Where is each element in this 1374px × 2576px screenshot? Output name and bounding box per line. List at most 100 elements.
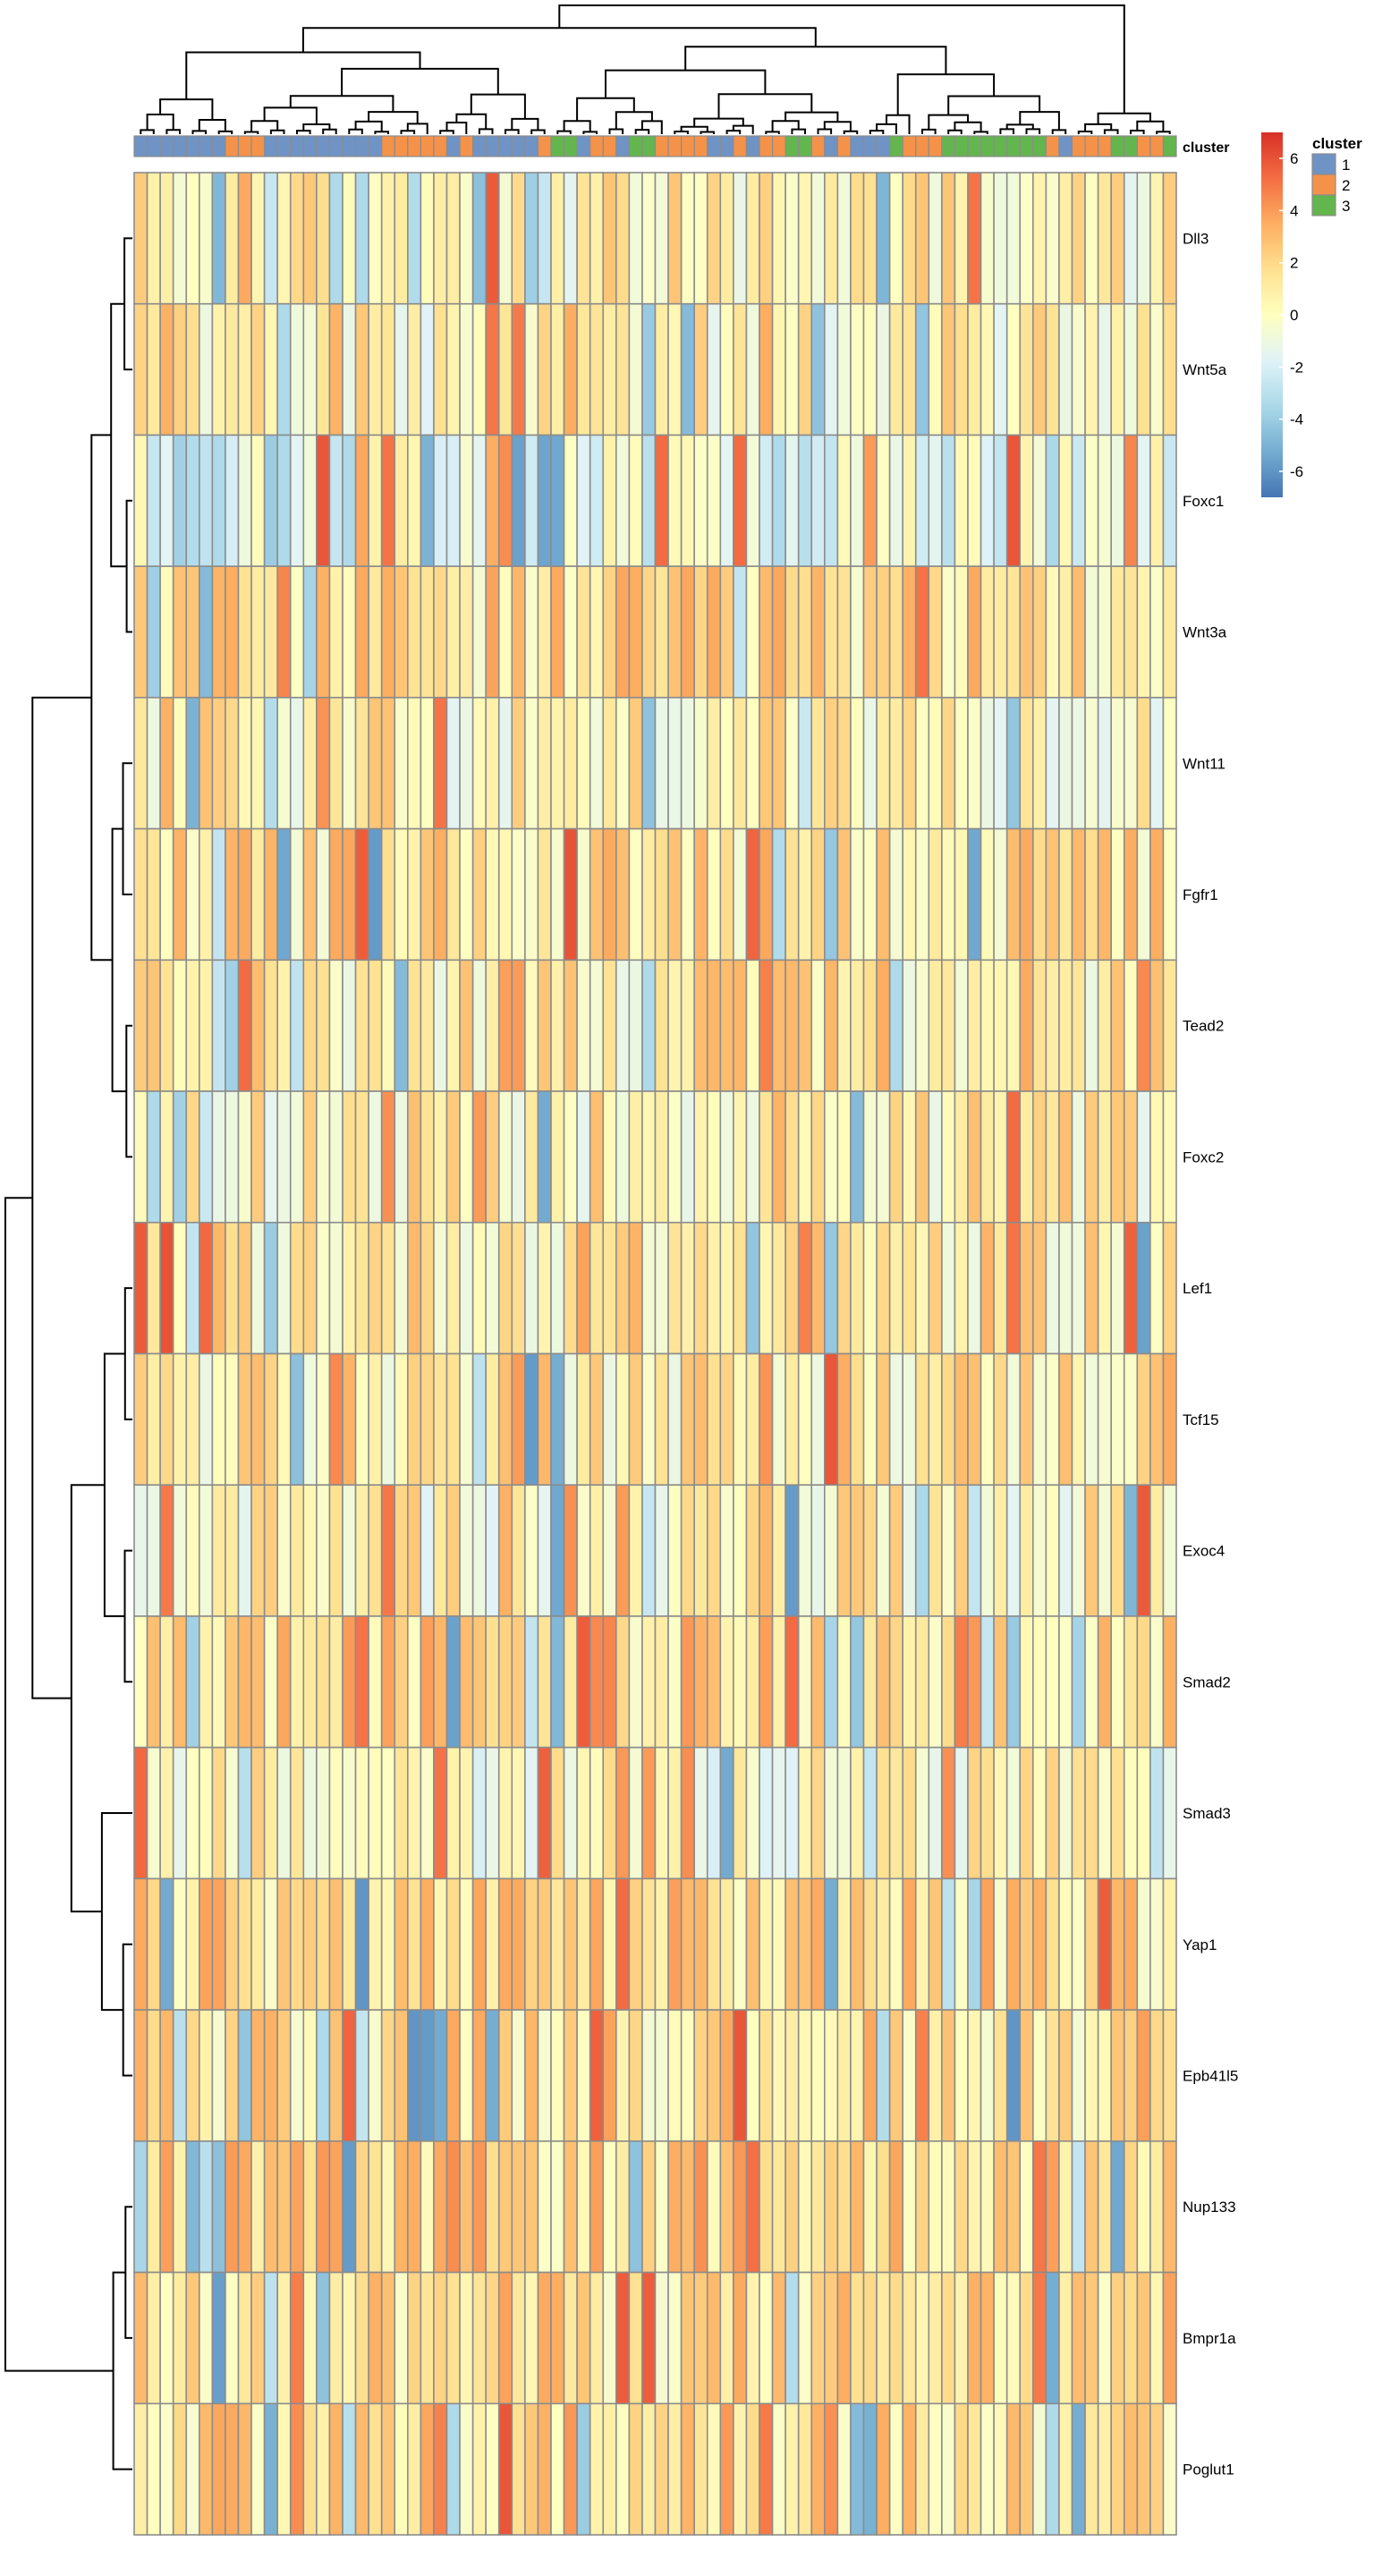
heatmap-cell	[1149, 2009, 1165, 2142]
heatmap-cell	[407, 1484, 422, 1617]
cluster-annotation-cell	[290, 135, 304, 157]
cluster-annotation-cell	[902, 135, 917, 157]
heatmap-cell	[380, 565, 396, 699]
heatmap-cell	[693, 434, 708, 567]
heatmap-cell	[862, 827, 878, 962]
heatmap-cell	[797, 1090, 813, 1224]
cluster-bar-label: cluster	[1183, 140, 1229, 156]
heatmap-cell	[250, 1352, 266, 1487]
heatmap-cell	[211, 172, 226, 305]
cluster-annotation-cell	[641, 135, 657, 157]
heatmap-cell	[654, 1090, 669, 1224]
heatmap-cell	[537, 1484, 552, 1617]
heatmap-cell	[276, 2271, 292, 2405]
heatmap-cell	[888, 1746, 903, 1880]
heatmap-cell	[133, 302, 148, 436]
heatmap-cell	[902, 2402, 917, 2536]
heatmap-cell	[550, 565, 565, 699]
heatmap-cell	[237, 302, 252, 436]
heatmap-cell	[693, 565, 708, 699]
cluster-annotation-cell	[1071, 135, 1086, 157]
heatmap-cell	[1136, 434, 1151, 567]
heatmap-cell	[133, 697, 148, 830]
heatmap-cell	[993, 827, 1008, 962]
row-dendrogram-branch	[123, 237, 132, 371]
heatmap-cell	[888, 697, 903, 830]
heatmap-cell	[354, 697, 369, 830]
cluster-annotation-cell	[563, 135, 578, 157]
heatmap-cell	[342, 434, 357, 567]
heatmap-cell	[354, 1090, 369, 1224]
heatmap-cell	[836, 2402, 852, 2536]
heatmap-cell	[876, 302, 891, 436]
heatmap-cell	[133, 1484, 148, 1617]
heatmap-cell	[328, 172, 344, 305]
heatmap-cell	[1162, 2009, 1177, 2142]
heatmap-cell	[407, 1746, 422, 1880]
heatmap-cell	[654, 565, 669, 699]
heatmap-cell	[615, 827, 631, 962]
cluster-annotation-cell	[576, 135, 591, 157]
cluster-annotation-cell	[433, 135, 448, 157]
heatmap-cell	[433, 172, 448, 305]
heatmap-cell	[368, 565, 383, 699]
heatmap-cell	[1123, 697, 1139, 830]
heatmap-cell	[1084, 697, 1099, 830]
heatmap-cell	[719, 434, 734, 567]
heatmap-cell	[771, 697, 786, 830]
heatmap-cell	[497, 1746, 513, 1880]
heatmap-cell	[733, 827, 748, 962]
heatmap-cell	[862, 1090, 878, 1224]
heatmap-cell	[511, 1090, 526, 1224]
heatmap-cell	[368, 1352, 383, 1487]
heatmap-cell	[1097, 1484, 1112, 1617]
heatmap-cell	[771, 1484, 786, 1617]
heatmap-cell	[862, 1877, 878, 2011]
heatmap-cell	[354, 827, 369, 962]
heatmap-cell	[1110, 2402, 1125, 2536]
heatmap-cell	[471, 434, 487, 567]
heatmap-cell	[941, 172, 956, 305]
heatmap-cell	[576, 697, 591, 830]
heatmap-cell	[1149, 1090, 1165, 1224]
heatmap-cell	[328, 1877, 344, 2011]
heatmap-cell	[941, 434, 956, 567]
heatmap-cell	[276, 1877, 292, 2011]
heatmap-cell	[497, 1090, 513, 1224]
heatmap-cell	[602, 827, 617, 962]
column-dendrogram-branch	[674, 131, 689, 134]
heatmap-cell	[706, 827, 722, 962]
heatmap-cell	[628, 2140, 643, 2274]
heatmap-cell	[1005, 565, 1022, 699]
column-dendrogram-branch	[1097, 112, 1151, 124]
heatmap-cell	[550, 434, 565, 567]
heatmap-cell	[954, 1746, 969, 1880]
heatmap-cell	[485, 2140, 500, 2274]
heatmap-cell	[888, 565, 903, 699]
heatmap-cell	[654, 827, 669, 962]
heatmap-cell	[745, 2271, 760, 2405]
heatmap-cell	[797, 565, 813, 699]
heatmap-cell	[250, 1090, 266, 1224]
heatmap-cell	[563, 2271, 578, 2405]
heatmap-cell	[589, 1615, 605, 1749]
heatmap-cell	[628, 1877, 643, 2011]
heatmap-cell	[211, 697, 226, 830]
row-dendrogram-branch	[122, 1943, 132, 2077]
heatmap-cell	[342, 1746, 357, 1880]
row-label-poglut1: Poglut1	[1183, 2462, 1234, 2479]
heatmap-cell	[680, 1090, 695, 1224]
heatmap-cell	[954, 959, 969, 1092]
heatmap-cell	[445, 1221, 461, 1355]
heatmap-cell	[928, 959, 943, 1092]
heatmap-cell	[1005, 434, 1022, 567]
heatmap-cell	[733, 1877, 748, 2011]
heatmap-cell	[289, 2402, 305, 2536]
heatmap-cell	[589, 959, 605, 1092]
heatmap-cell	[824, 959, 839, 1092]
heatmap-cell	[771, 1090, 786, 1224]
heatmap-cell	[133, 1090, 148, 1224]
heatmap-cell	[914, 1221, 930, 1355]
heatmap-cell	[680, 2009, 695, 2142]
row-label-smad2: Smad2	[1183, 1674, 1231, 1690]
